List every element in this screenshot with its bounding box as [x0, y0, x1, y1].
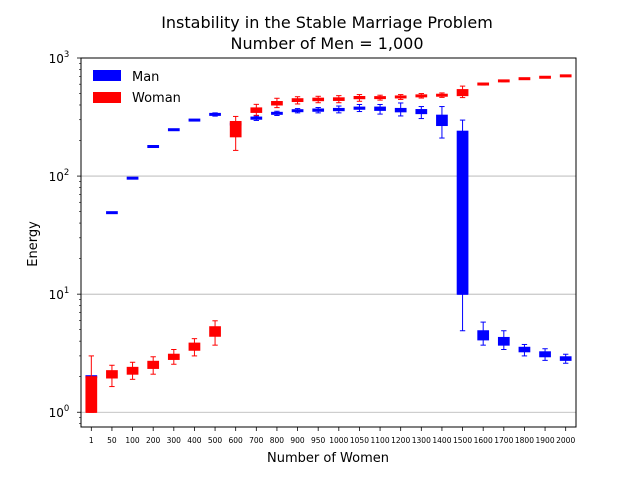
woman-box [85, 376, 98, 413]
x-tick-label: 1400 [432, 436, 451, 445]
x-tick-label: 1050 [350, 436, 369, 445]
legend: Man Woman [93, 70, 181, 106]
x-tick-label: 900 [290, 436, 305, 445]
x-axis-label: Number of Women [267, 451, 389, 466]
y-axis-label: Energy [26, 221, 41, 267]
woman-box [147, 360, 160, 369]
x-tick-label: 1200 [391, 436, 410, 445]
chart-title-line1: Instability in the Stable Marriage Probl… [161, 13, 493, 32]
legend-label-woman: Woman [132, 91, 181, 106]
x-tick-label: 1 [89, 436, 94, 445]
box-elements [85, 74, 572, 413]
legend-label-man: Man [132, 70, 159, 85]
x-tick-label: 2000 [556, 436, 575, 445]
x-tick-label: 50 [107, 436, 117, 445]
x-tick-label: 1800 [515, 436, 534, 445]
x-tick-label: 700 [249, 436, 264, 445]
x-tick-label: 1600 [474, 436, 493, 445]
x-tick-label: 800 [270, 436, 285, 445]
x-axis-ticks: 1 50 100 200 300 400 500 600 700 800 900 950 1000 105… [89, 427, 575, 445]
x-tick-label: 100 [125, 436, 140, 445]
x-tick-label: 1700 [494, 436, 513, 445]
x-tick-label: 400 [187, 436, 202, 445]
plot-area: 100 101 102 103 1 50 100 200 300 400 500 600 700 800… [49, 50, 577, 445]
x-tick-label: 300 [167, 436, 182, 445]
axes-background [81, 58, 576, 427]
man-box [456, 130, 469, 295]
y-axis-ticks: 100 101 102 103 [49, 50, 81, 424]
chart-title-line2: Number of Men = 1,000 [230, 34, 423, 53]
woman-box [209, 326, 221, 337]
y-tick-label: 103 [49, 50, 70, 66]
x-tick-label: 1300 [412, 436, 431, 445]
x-tick-label: 950 [311, 436, 326, 445]
y-tick-label: 102 [49, 168, 70, 184]
x-tick-label: 1500 [453, 436, 472, 445]
x-tick-label: 1900 [536, 436, 555, 445]
axes-frame [80, 57, 577, 428]
y-tick-label: 101 [49, 286, 70, 302]
x-tick-label: 600 [229, 436, 244, 445]
y-tick-label: 100 [49, 404, 70, 420]
x-tick-label: 1000 [329, 436, 348, 445]
x-tick-label: 200 [146, 436, 161, 445]
woman-box [229, 120, 242, 138]
x-tick-label: 1100 [371, 436, 390, 445]
legend-swatch-man [93, 70, 121, 81]
legend-swatch-woman [93, 92, 121, 103]
x-tick-label: 500 [208, 436, 223, 445]
